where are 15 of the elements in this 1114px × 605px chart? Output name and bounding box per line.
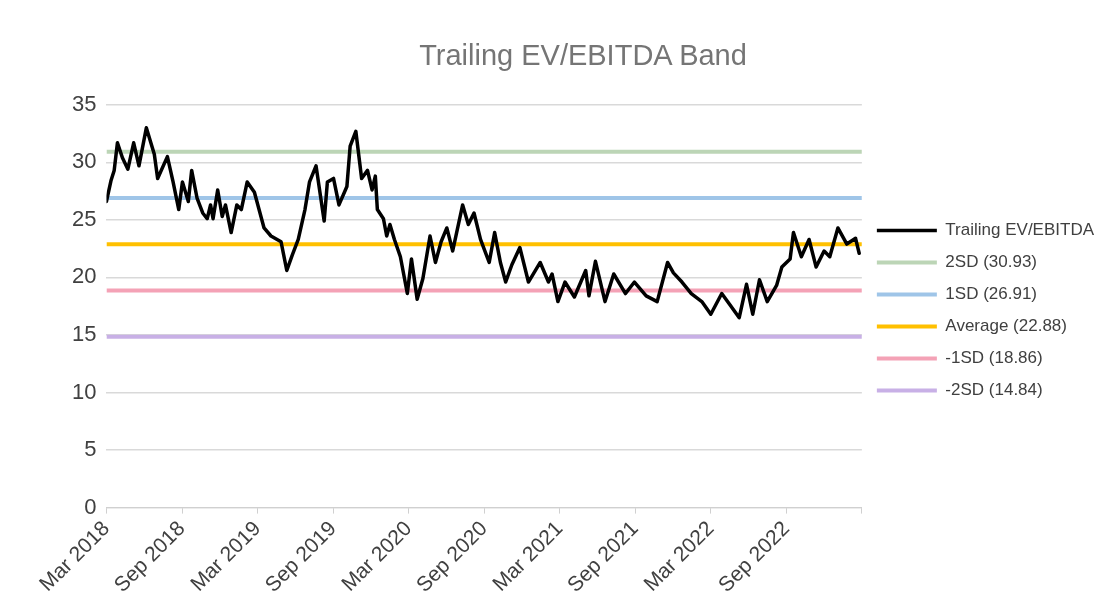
y-tick-label: 15 bbox=[71, 321, 97, 347]
legend-label: -1SD (18.86) bbox=[945, 348, 1043, 368]
chart-title: Trailing EV/EBITDA Band bbox=[419, 39, 747, 72]
y-tick-label: 10 bbox=[71, 378, 97, 404]
legend-label: Average (22.88) bbox=[945, 316, 1067, 336]
y-tick-label: 35 bbox=[71, 90, 97, 116]
y-tick-label: 25 bbox=[71, 205, 97, 231]
legend-label: 2SD (30.93) bbox=[945, 252, 1038, 272]
legend-label: 1SD (26.91) bbox=[945, 284, 1038, 304]
y-tick-label: 5 bbox=[84, 436, 97, 462]
y-tick-label: 30 bbox=[71, 148, 97, 174]
y-tick-label: 20 bbox=[71, 263, 97, 289]
legend-label: Trailing EV/EBITDA bbox=[945, 220, 1095, 240]
legend-label: -2SD (14.84) bbox=[945, 380, 1043, 400]
y-tick-label: 0 bbox=[84, 493, 97, 519]
